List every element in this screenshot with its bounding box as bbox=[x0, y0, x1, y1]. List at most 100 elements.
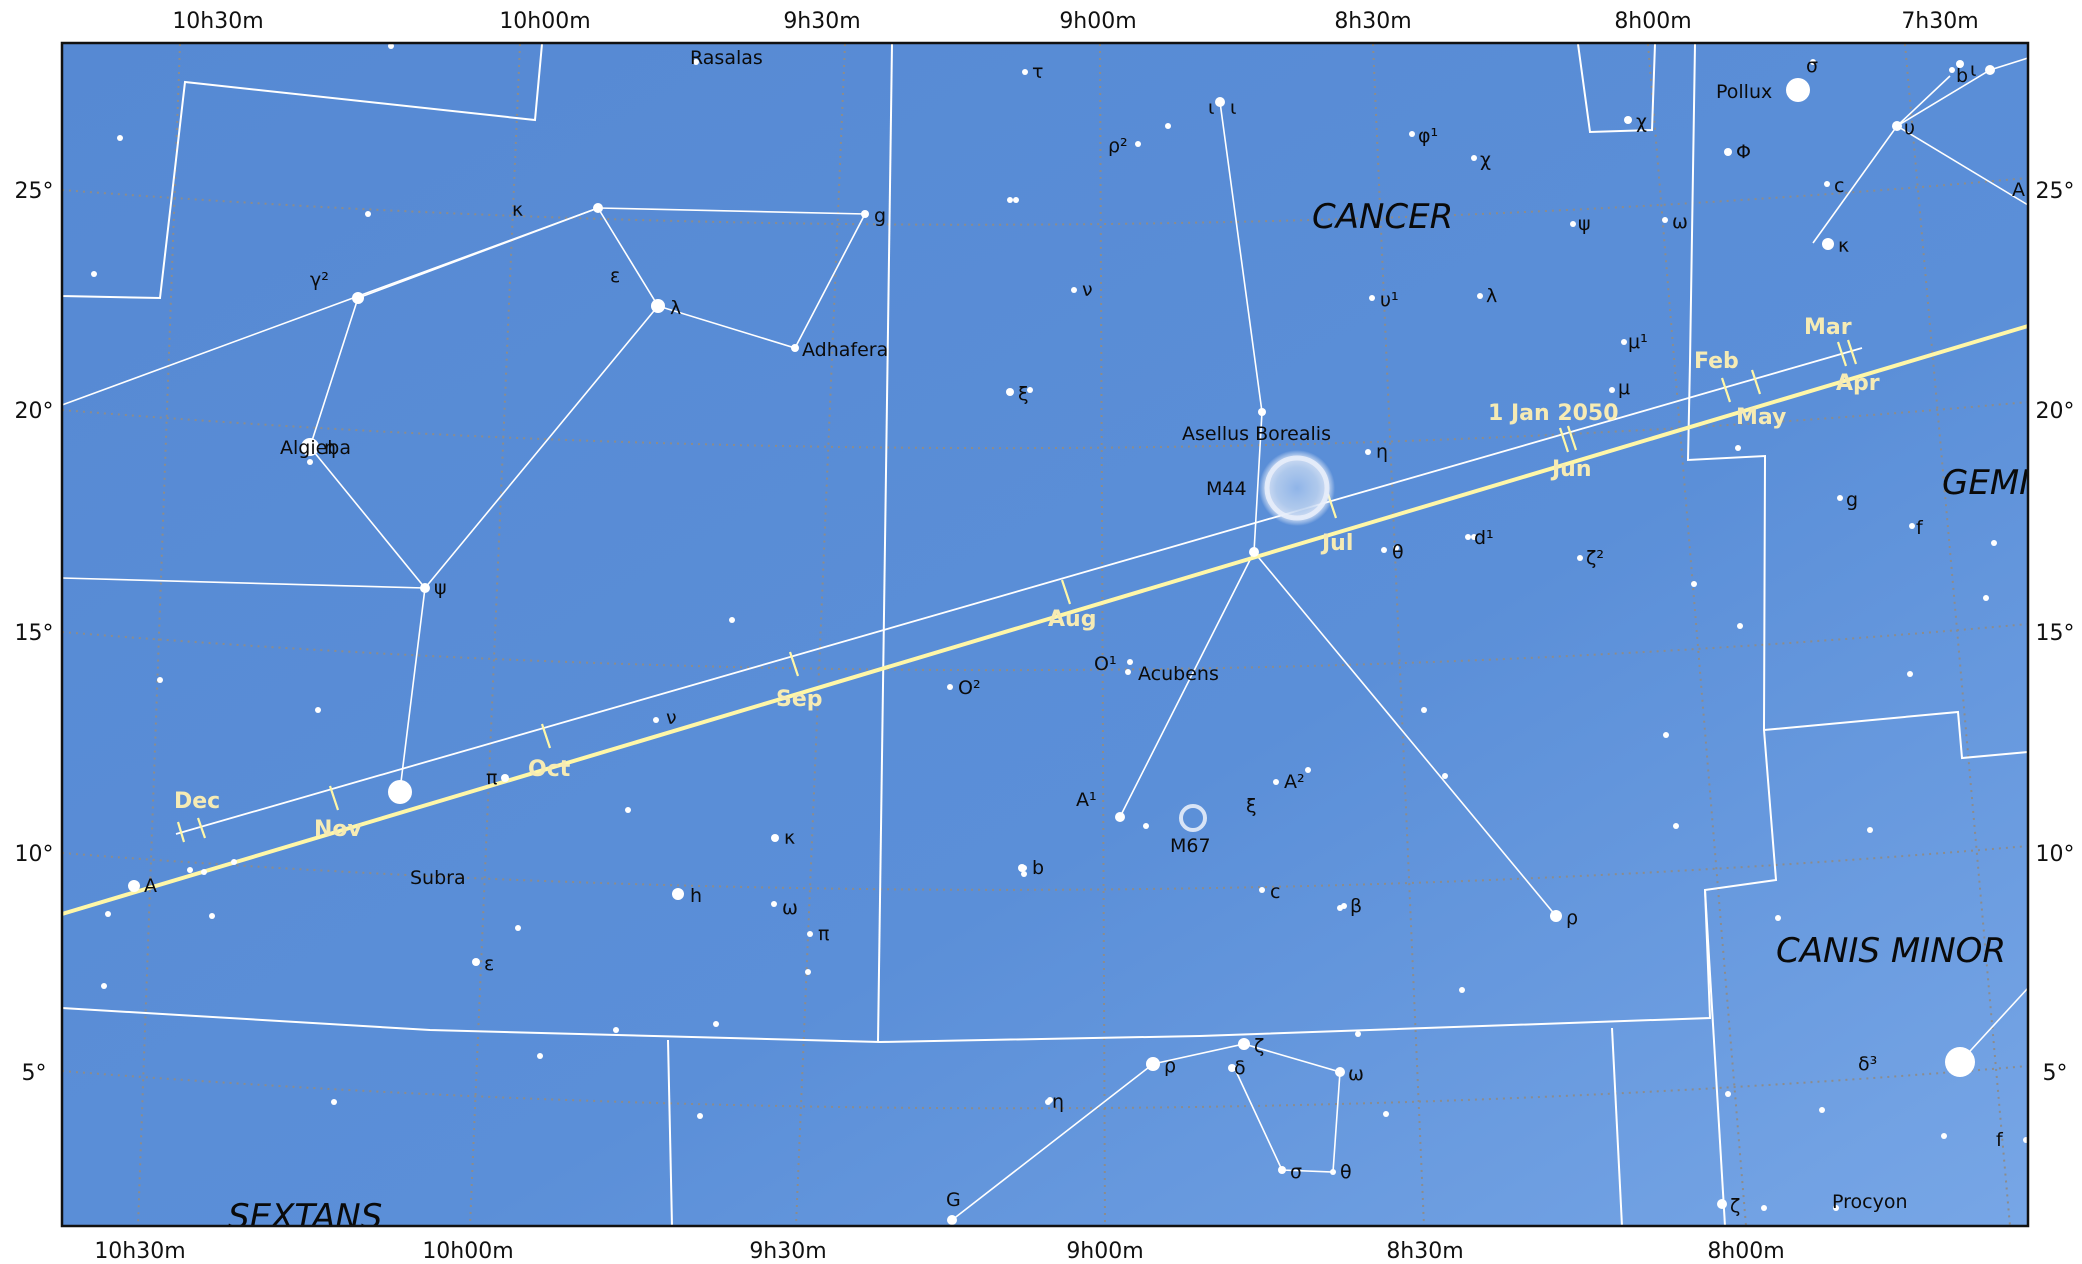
svg-text:χ: χ bbox=[1480, 149, 1491, 171]
star-eta-leo[interactable] bbox=[420, 583, 430, 593]
label-mar: Mar bbox=[1804, 315, 1852, 340]
m44-cluster[interactable] bbox=[1259, 450, 1335, 526]
star-upsilon-gem[interactable] bbox=[1892, 121, 1902, 131]
svg-text:Acubens: Acubens bbox=[1138, 663, 1219, 685]
svg-text:ι: ι bbox=[1230, 97, 1236, 119]
m67-cluster[interactable] bbox=[1179, 804, 1207, 832]
ra-bottom-2: 10h00m bbox=[422, 1239, 513, 1264]
svg-text:Rasalas: Rasalas bbox=[690, 47, 763, 69]
dec-right-20: 20° bbox=[2036, 399, 2075, 424]
label-jan-2050: 1 Jan 2050 bbox=[1488, 401, 1619, 426]
dec-left-25: 25° bbox=[15, 179, 54, 204]
ra-bottom-4: 9h00m bbox=[1066, 1239, 1143, 1264]
ra-bottom-6: 8h00m bbox=[1707, 1239, 1784, 1264]
star-procyon[interactable] bbox=[1945, 1047, 1975, 1077]
svg-text:A: A bbox=[144, 875, 157, 897]
label-apr: Apr bbox=[1836, 371, 1880, 396]
label-gemini: GEMI bbox=[1942, 463, 2029, 503]
star-acubens[interactable] bbox=[1115, 812, 1125, 822]
svg-text:ρ: ρ bbox=[1566, 907, 1578, 929]
svg-text:δ: δ bbox=[1234, 1057, 1246, 1079]
ra-bottom-5: 8h30m bbox=[1386, 1239, 1463, 1264]
ra-top-2: 10h00m bbox=[499, 9, 590, 34]
dec-right-10: 10° bbox=[2036, 842, 2075, 867]
svg-text:υ¹: υ¹ bbox=[1380, 289, 1399, 311]
svg-text:ι: ι bbox=[1208, 97, 1214, 119]
label-dec: Dec bbox=[174, 789, 220, 814]
label-acubens: A¹ bbox=[1076, 789, 1097, 811]
ra-bottom-1: 10h30m bbox=[94, 1239, 185, 1264]
svg-text:ν: ν bbox=[666, 707, 677, 729]
svg-text:ω: ω bbox=[1672, 211, 1688, 233]
star-pollux[interactable] bbox=[1786, 78, 1810, 102]
star-rasalas[interactable] bbox=[593, 203, 603, 213]
svg-text:ι: ι bbox=[1970, 59, 1976, 81]
axis-tick-labels: 10h30m 10h00m 9h30m 9h00m 8h30m 8h00m 7h… bbox=[15, 9, 2075, 1264]
svg-text:β: β bbox=[1350, 895, 1362, 917]
dec-left-10: 10° bbox=[15, 842, 54, 867]
svg-text:η: η bbox=[1052, 1091, 1064, 1113]
label-m67: M67 bbox=[1170, 835, 1211, 857]
chart-frame bbox=[60, 41, 2030, 1228]
label-adhafera: γ² bbox=[310, 269, 329, 291]
ra-top-4: 9h00m bbox=[1059, 9, 1136, 34]
svg-text:ξ: ξ bbox=[1018, 383, 1029, 405]
dec-right-15: 15° bbox=[2036, 621, 2075, 646]
star-epsilon-hya[interactable] bbox=[1238, 1038, 1250, 1050]
svg-text:ν: ν bbox=[1082, 279, 1093, 301]
svg-text:A: A bbox=[2012, 179, 2025, 201]
ra-bottom-3: 9h30m bbox=[749, 1239, 826, 1264]
star-algieba[interactable] bbox=[301, 438, 319, 456]
star-delta-hya[interactable] bbox=[1335, 1067, 1345, 1077]
svg-text:ζ: ζ bbox=[1730, 1195, 1740, 1217]
label-asellus-borealis: Asellus Borealis bbox=[1182, 423, 1331, 445]
svg-text:b: b bbox=[1032, 857, 1044, 879]
svg-text:ψ: ψ bbox=[1578, 213, 1591, 235]
ra-top-5: 8h30m bbox=[1334, 9, 1411, 34]
svg-text:ρ²: ρ² bbox=[1108, 135, 1128, 157]
ra-top-7: 7h30m bbox=[1901, 9, 1978, 34]
star-labels: Pollux σ b ι υ κ A Φ c χ φ¹ χ ι ι τ ρ² ψ… bbox=[144, 47, 2025, 1217]
star-regulus-region[interactable] bbox=[388, 780, 412, 804]
label-nov: Nov bbox=[314, 817, 363, 842]
svg-text:O²: O² bbox=[958, 677, 981, 699]
svg-text:υ: υ bbox=[1904, 117, 1915, 139]
label-rasalas: κ bbox=[512, 199, 523, 221]
svg-text:θ: θ bbox=[1392, 541, 1404, 563]
star-beta-cnc[interactable] bbox=[1550, 910, 1562, 922]
star-adhafera[interactable] bbox=[352, 292, 364, 304]
label-may: May bbox=[1736, 405, 1786, 430]
star-kappa-gem[interactable] bbox=[1822, 238, 1834, 250]
svg-text:ε: ε bbox=[484, 953, 494, 975]
svg-text:f: f bbox=[1916, 517, 1924, 539]
star-epsilon-leo[interactable] bbox=[651, 299, 665, 313]
label-canis-minor: CANIS MINOR bbox=[1776, 931, 2006, 971]
svg-text:G: G bbox=[946, 1189, 961, 1211]
ecliptic-date-labels: Dec Nov Oct Sep Aug Jul Jun May Apr Mar … bbox=[174, 315, 1880, 842]
svg-text:φ¹: φ¹ bbox=[1418, 125, 1438, 147]
svg-text:θ: θ bbox=[1340, 1161, 1352, 1183]
svg-text:c: c bbox=[1834, 175, 1844, 197]
svg-text:τ: τ bbox=[1032, 61, 1043, 83]
dec-right-5: 5° bbox=[2043, 1061, 2068, 1086]
svg-text:Algieba: Algieba bbox=[280, 437, 351, 459]
sky-background bbox=[62, 44, 2028, 1226]
svg-text:A²: A² bbox=[1284, 771, 1305, 793]
svg-text:ξ: ξ bbox=[1246, 795, 1257, 817]
star-subra[interactable] bbox=[672, 888, 684, 900]
svg-text:π: π bbox=[486, 767, 497, 789]
label-aug: Aug bbox=[1048, 607, 1096, 632]
label-feb: Feb bbox=[1694, 349, 1739, 374]
ra-top-3: 9h30m bbox=[783, 9, 860, 34]
svg-text:κ: κ bbox=[784, 827, 795, 849]
star-rho-leo[interactable] bbox=[128, 880, 140, 892]
svg-text:Subra: Subra bbox=[410, 867, 466, 889]
star-zeta-hya[interactable] bbox=[1146, 1057, 1160, 1071]
label-pollux: Pollux bbox=[1716, 81, 1772, 103]
dec-left-20: 20° bbox=[15, 399, 54, 424]
svg-text:λ: λ bbox=[670, 297, 681, 319]
svg-text:ζ²: ζ² bbox=[1586, 547, 1604, 569]
label-subra: h bbox=[690, 885, 702, 907]
svg-text:ω: ω bbox=[1348, 1063, 1364, 1085]
